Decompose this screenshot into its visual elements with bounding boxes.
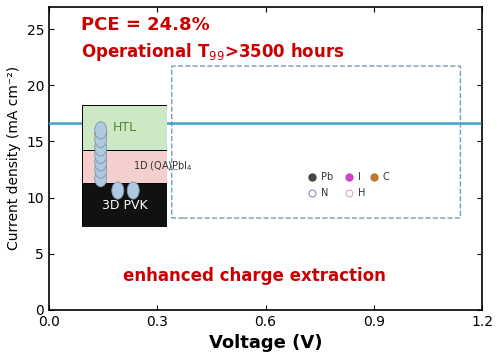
Text: 3D PVK: 3D PVK [102,199,148,212]
Y-axis label: Current density (mA cm⁻²): Current density (mA cm⁻²) [7,66,21,250]
Text: enhanced charge extraction: enhanced charge extraction [124,267,386,285]
Text: N: N [322,188,329,198]
Text: HTL: HTL [112,121,136,134]
FancyBboxPatch shape [172,66,461,218]
Text: PCE = 24.8%: PCE = 24.8% [82,16,210,34]
Circle shape [112,182,124,199]
Circle shape [94,139,106,156]
Bar [82,150,168,183]
Circle shape [94,169,106,187]
Bar [82,183,168,227]
Circle shape [94,146,106,163]
Circle shape [94,122,106,139]
Text: Pb: Pb [322,172,334,182]
Circle shape [127,182,139,199]
Text: Operational T$_{99}$>3500 hours: Operational T$_{99}$>3500 hours [82,41,345,62]
Circle shape [94,161,106,178]
Bar [82,104,168,150]
Text: 1D (QA)PbI$_4$: 1D (QA)PbI$_4$ [133,160,193,173]
Text: C: C [383,172,390,182]
X-axis label: Voltage (V): Voltage (V) [209,334,322,352]
Text: I: I [358,172,360,182]
Circle shape [94,154,106,171]
Text: H: H [358,188,365,198]
Circle shape [94,130,106,148]
